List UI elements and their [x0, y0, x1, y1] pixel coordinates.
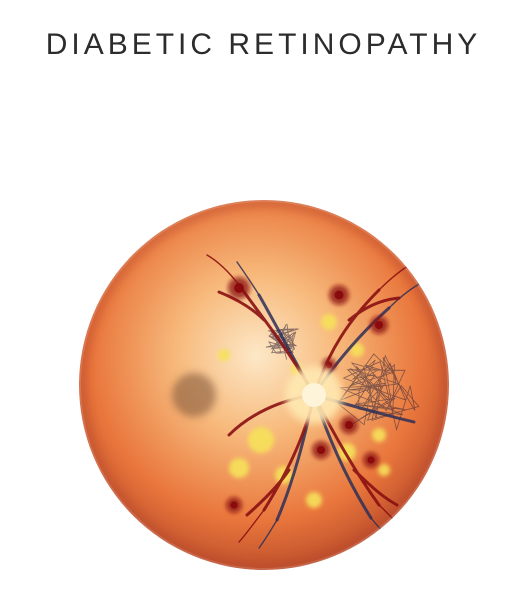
- hemorrhage-core: [344, 421, 352, 429]
- hemorrhage-core: [234, 283, 244, 293]
- hemorrhage-core: [374, 321, 382, 329]
- retina-illustration: [79, 200, 449, 570]
- hemorrhage-core: [367, 456, 374, 463]
- exudate: [378, 464, 390, 476]
- exudate: [229, 458, 249, 478]
- exudate: [218, 349, 230, 361]
- optic-disc: [302, 383, 326, 407]
- hemorrhage-core: [316, 446, 324, 454]
- exudate: [248, 427, 274, 453]
- page: DIABETIC RETINOPATHY: [0, 0, 527, 600]
- diagram-title: DIABETIC RETINOPATHY: [0, 28, 527, 62]
- hemorrhage-core: [334, 291, 343, 300]
- fundus-diagram: [79, 200, 449, 570]
- exudate: [372, 428, 386, 442]
- exudate: [306, 492, 322, 508]
- hemorrhage-core: [230, 501, 237, 508]
- exudate: [321, 314, 337, 330]
- hemorrhage-core: [325, 362, 331, 368]
